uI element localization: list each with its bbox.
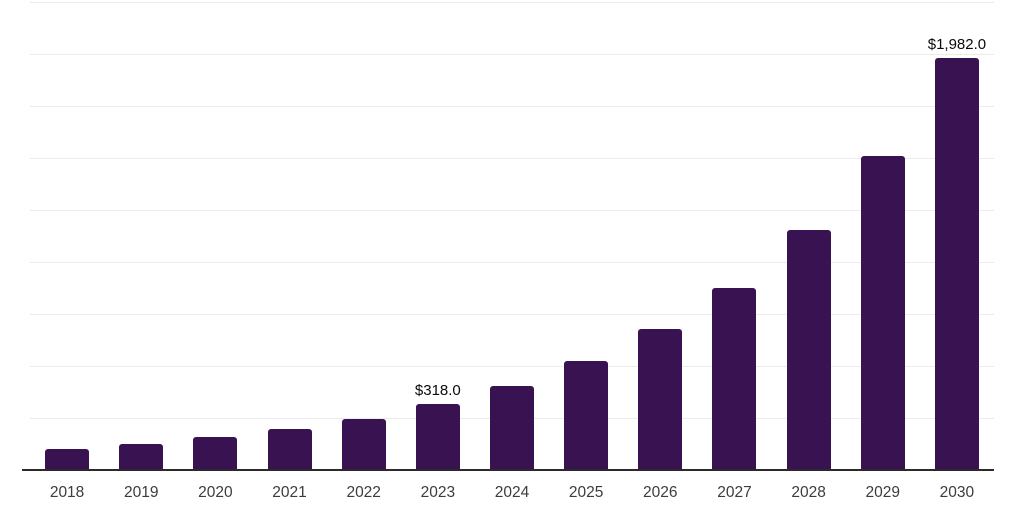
gridline xyxy=(30,106,994,107)
x-tick-label-2028: 2028 xyxy=(791,484,826,501)
bar-2018 xyxy=(45,449,90,470)
bar-2028 xyxy=(786,230,831,470)
x-tick-label-2027: 2027 xyxy=(717,484,752,501)
x-tick-label-2022: 2022 xyxy=(346,484,381,501)
gridline xyxy=(30,158,994,159)
bar-2023 xyxy=(415,403,460,470)
x-tick-label-2018: 2018 xyxy=(49,484,85,501)
bar-2025 xyxy=(564,361,609,470)
gridline xyxy=(30,210,994,211)
bar-2029 xyxy=(860,155,905,470)
x-tick-label-2020: 2020 xyxy=(198,484,233,501)
x-tick-label-2026: 2026 xyxy=(643,484,678,501)
x-tick-label-2019: 2019 xyxy=(123,484,159,501)
x-axis-line xyxy=(22,469,994,471)
bar-2026 xyxy=(638,329,683,470)
gridline xyxy=(30,54,994,55)
gridline xyxy=(30,262,994,263)
x-tick-label-2024: 2024 xyxy=(494,484,530,501)
bar-2020 xyxy=(193,437,238,470)
bar-2022 xyxy=(341,419,386,470)
bar-2021 xyxy=(267,429,312,470)
plot-area: $318.0 $1,982.0 xyxy=(22,2,994,471)
x-tick-label-2025: 2025 xyxy=(568,484,604,501)
gridline xyxy=(30,314,994,315)
x-tick-label-2023: 2023 xyxy=(420,484,456,501)
bar-2024 xyxy=(490,386,534,470)
gridline xyxy=(30,2,994,3)
bar-2019 xyxy=(119,444,164,470)
x-tick-label-2030: 2030 xyxy=(939,484,975,501)
value-label-2023: $318.0 xyxy=(414,381,461,399)
bar-2030 xyxy=(934,57,979,470)
value-label-2030: $1,982.0 xyxy=(927,35,987,53)
bar-2027 xyxy=(712,288,757,470)
x-tick-label-2021: 2021 xyxy=(272,484,307,501)
x-tick-label-2029: 2029 xyxy=(865,484,901,501)
gridline xyxy=(30,366,994,367)
